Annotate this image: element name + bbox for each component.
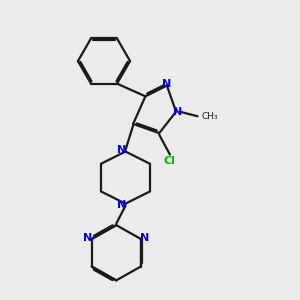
Text: Cl: Cl <box>164 156 176 166</box>
Text: N: N <box>117 200 126 210</box>
Text: CH₃: CH₃ <box>202 112 218 121</box>
Text: N: N <box>173 107 182 117</box>
Text: N: N <box>162 79 172 89</box>
Text: N: N <box>117 145 126 155</box>
Text: N: N <box>83 233 93 243</box>
Text: N: N <box>140 233 149 243</box>
